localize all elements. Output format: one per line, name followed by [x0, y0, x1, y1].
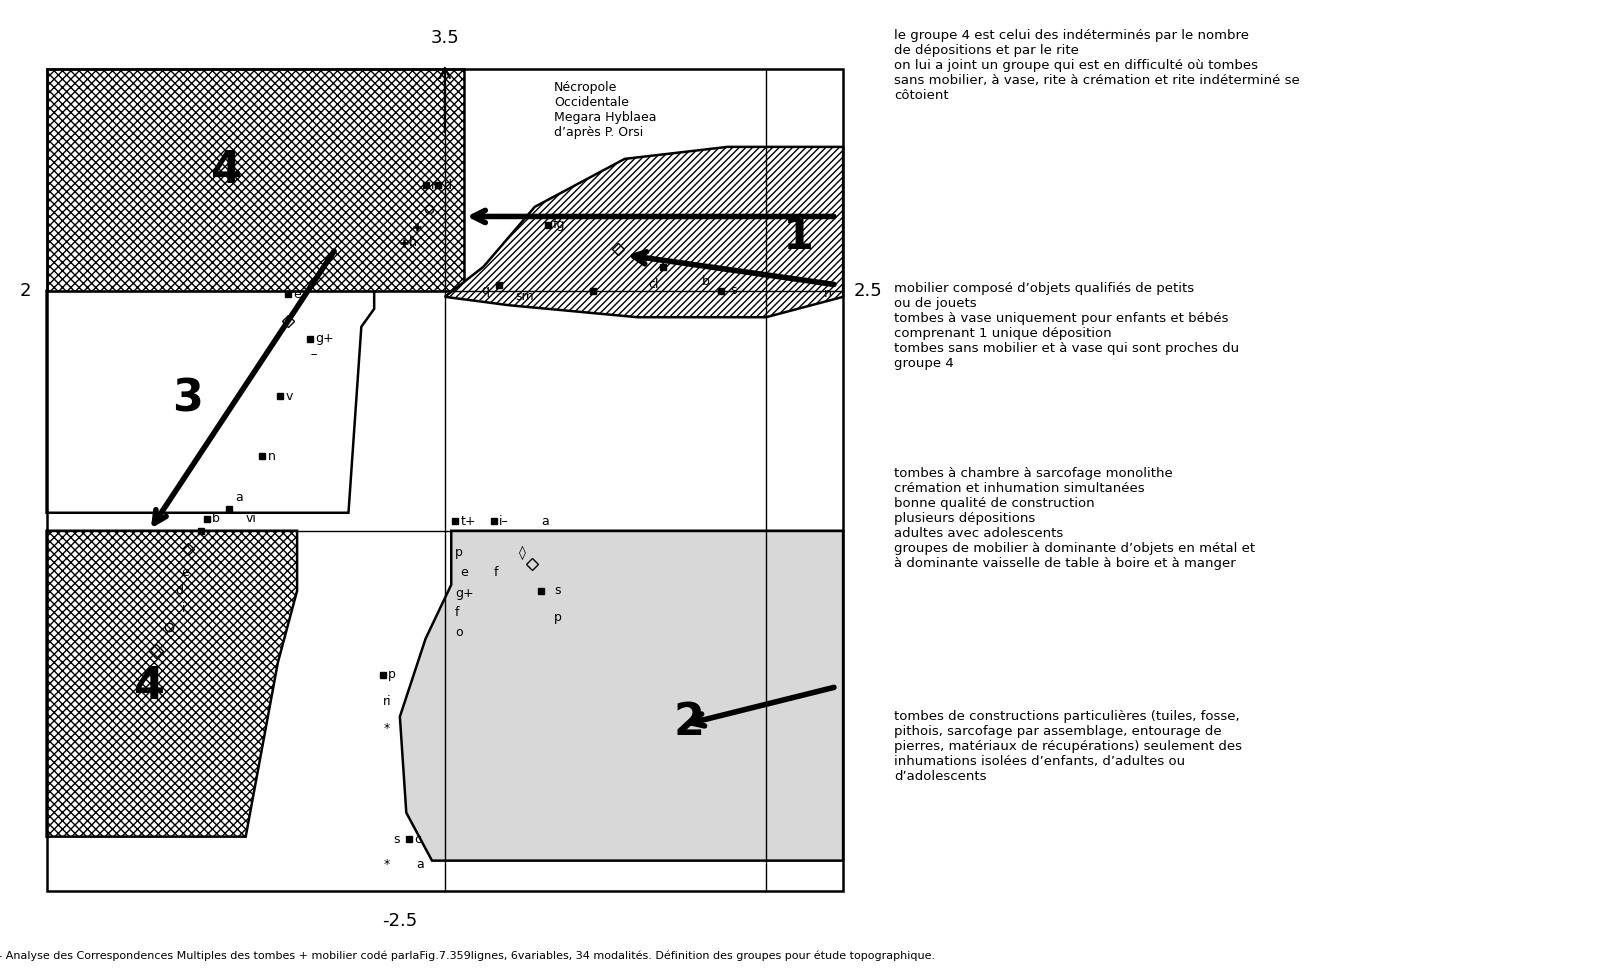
Polygon shape — [46, 530, 297, 837]
Text: f: f — [494, 566, 499, 579]
Text: i–: i– — [499, 515, 508, 527]
Text: –: – — [309, 348, 316, 361]
Text: n: n — [268, 450, 276, 463]
Polygon shape — [446, 147, 843, 317]
Text: v: v — [285, 390, 293, 403]
Text: -2.5: -2.5 — [382, 913, 417, 930]
Text: m: m — [431, 179, 442, 192]
Text: mobilier composé d’objets qualifiés de petits
ou de jouets
tombes à vase uniquem: mobilier composé d’objets qualifiés de p… — [894, 282, 1239, 370]
Text: 1: 1 — [782, 215, 814, 259]
Text: 2: 2 — [19, 282, 30, 300]
Text: *: * — [383, 858, 390, 871]
Text: d: d — [175, 584, 183, 597]
Text: s: s — [555, 584, 561, 597]
Text: a: a — [542, 515, 548, 527]
Text: 3.5: 3.5 — [431, 29, 458, 48]
Text: h: h — [409, 236, 417, 249]
Text: ◊: ◊ — [519, 545, 526, 559]
Text: Nécropole
Occidentale
Megara Hyblaea
d’après P. Orsi: Nécropole Occidentale Megara Hyblaea d’a… — [555, 81, 657, 139]
Text: 4: 4 — [133, 666, 165, 708]
Text: s: s — [729, 284, 736, 298]
Text: b: b — [212, 512, 220, 525]
Text: *: * — [383, 722, 390, 736]
Text: 2.5: 2.5 — [853, 282, 882, 300]
Polygon shape — [46, 291, 373, 513]
Text: g+: g+ — [455, 587, 474, 599]
Text: b: b — [702, 274, 710, 288]
Text: o: o — [455, 627, 463, 639]
Text: s: s — [393, 833, 399, 846]
Text: 2: 2 — [673, 702, 704, 744]
Text: Fig. 8 – Analyse des Correspondences Multiples des tombes + mobilier codé parlaF: Fig. 8 – Analyse des Correspondences Mul… — [0, 951, 935, 961]
Polygon shape — [46, 69, 465, 291]
Text: n: n — [824, 287, 832, 300]
Text: vi: vi — [245, 512, 256, 525]
Text: cl: cl — [648, 278, 659, 291]
Text: q: q — [481, 284, 489, 298]
Text: p: p — [555, 611, 563, 624]
Text: e: e — [181, 566, 189, 579]
Text: p: p — [455, 546, 463, 559]
Text: le groupe 4 est celui des indéterminés par le nombre
de dépositions et par le ri: le groupe 4 est celui des indéterminés p… — [894, 29, 1300, 102]
Text: –: – — [309, 348, 316, 361]
Text: ri: ri — [383, 695, 391, 707]
Text: fg: fg — [553, 218, 566, 232]
Text: sm: sm — [516, 290, 534, 304]
Text: 3: 3 — [173, 378, 204, 420]
Text: e: e — [460, 566, 468, 579]
Text: g+: g+ — [316, 333, 333, 345]
Text: d: d — [444, 179, 452, 192]
Text: tombes à chambre à sarcofage monolithe
crémation et inhumation simultanées
bonne: tombes à chambre à sarcofage monolithe c… — [894, 467, 1255, 570]
Text: tombes de constructions particulières (tuiles, fosse,
pithois, sarcofage par ass: tombes de constructions particulières (t… — [894, 710, 1242, 783]
Text: t+: t+ — [460, 515, 476, 527]
Text: i: i — [181, 602, 184, 615]
Text: a: a — [417, 858, 425, 871]
Text: c: c — [414, 833, 422, 846]
Text: a: a — [236, 490, 244, 504]
Text: f: f — [455, 606, 460, 619]
Text: e: e — [293, 288, 301, 301]
Text: 4: 4 — [212, 150, 242, 193]
Text: p: p — [388, 668, 396, 681]
Polygon shape — [399, 530, 843, 861]
